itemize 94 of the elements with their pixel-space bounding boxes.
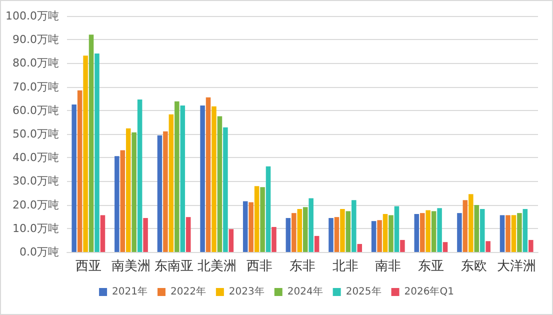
y-tick-label: 50.0万吨 <box>12 128 59 140</box>
bar <box>212 106 216 252</box>
bar <box>522 209 528 252</box>
y-tick-label: 100.0万吨 <box>6 10 59 22</box>
bar <box>286 218 291 252</box>
bar <box>114 156 120 252</box>
bar <box>352 200 356 252</box>
bar <box>292 213 296 252</box>
bar <box>77 90 82 252</box>
bar <box>414 214 420 252</box>
bar <box>382 214 388 252</box>
bar <box>94 54 100 252</box>
x-tick-label: 东亚 <box>418 259 444 274</box>
bar <box>462 200 468 252</box>
y-tick-label: 0.0万吨 <box>20 246 59 258</box>
bar <box>394 206 400 252</box>
bar <box>302 207 308 252</box>
bar <box>314 236 320 252</box>
legend-label: 2022年 <box>170 286 206 298</box>
bar <box>420 213 425 252</box>
bar <box>486 241 490 252</box>
bar <box>180 105 186 252</box>
bar <box>174 101 180 252</box>
bar <box>506 215 510 252</box>
y-tick-label: 80.0万吨 <box>12 56 59 70</box>
bar <box>242 201 248 252</box>
bar <box>132 132 136 252</box>
legend-label: 2026年Q1 <box>404 286 454 298</box>
bar <box>437 208 442 252</box>
y-tick-label: 30.0万吨 <box>12 174 59 188</box>
x-tick-label: 东非 <box>290 259 316 274</box>
bar <box>308 198 314 252</box>
bar <box>248 202 254 252</box>
bar <box>157 135 162 252</box>
bar <box>340 209 345 252</box>
bar <box>371 221 376 252</box>
x-tick-label: 东欧 <box>460 259 487 274</box>
bar <box>137 100 142 252</box>
legend-label: 2021年 <box>112 286 148 298</box>
x-tick-label: 南美洲 <box>112 258 151 274</box>
bar <box>200 105 205 252</box>
bar <box>468 194 474 252</box>
bar <box>228 229 234 252</box>
bar <box>431 211 436 252</box>
bar <box>266 166 271 252</box>
bar <box>223 127 228 252</box>
bar <box>217 116 222 252</box>
bar <box>400 240 405 252</box>
bar <box>120 150 126 252</box>
bar <box>297 209 302 252</box>
bar <box>83 56 88 252</box>
legend-label: 2024年 <box>287 286 323 298</box>
bar <box>126 128 131 252</box>
bar <box>260 187 265 252</box>
bar <box>100 215 106 252</box>
x-tick-label: 西非 <box>246 259 273 274</box>
bar <box>346 211 351 252</box>
bar <box>377 220 382 252</box>
y-tick-label: 90.0万吨 <box>12 33 59 46</box>
bar <box>206 97 211 252</box>
bar <box>357 244 362 252</box>
bar <box>442 242 448 252</box>
x-tick-label: 大洋洲 <box>497 259 536 274</box>
bar <box>426 210 430 252</box>
bar <box>517 213 522 252</box>
y-tick-label: 40.0万吨 <box>12 151 59 164</box>
bar <box>186 217 191 252</box>
bar <box>254 186 260 252</box>
x-tick-label: 东南亚 <box>154 259 194 274</box>
x-tick-label: 南非 <box>375 259 402 274</box>
bar <box>88 34 94 252</box>
bar <box>500 215 505 252</box>
bar <box>272 226 276 252</box>
bar <box>328 218 334 252</box>
y-tick-label: 70.0万吨 <box>12 80 59 94</box>
x-tick-label: 北美洲 <box>197 258 236 274</box>
y-tick-label: 10.0万吨 <box>12 222 59 235</box>
bar <box>143 218 148 252</box>
bar <box>163 131 168 252</box>
bar <box>388 215 394 252</box>
bar <box>511 215 516 252</box>
x-tick-label: 北非 <box>332 259 358 274</box>
bar <box>474 205 480 252</box>
y-tick-label: 60.0万吨 <box>12 104 59 117</box>
bar <box>72 104 76 252</box>
bar <box>480 209 485 252</box>
bar <box>528 240 534 252</box>
bar <box>457 213 462 252</box>
y-tick-label: 20.0万吨 <box>12 198 59 212</box>
x-tick-label: 西亚 <box>75 259 102 274</box>
legend-label: 2025年 <box>346 286 382 298</box>
legend-label: 2023年 <box>228 286 264 298</box>
bar <box>168 114 174 252</box>
bar <box>334 217 340 252</box>
